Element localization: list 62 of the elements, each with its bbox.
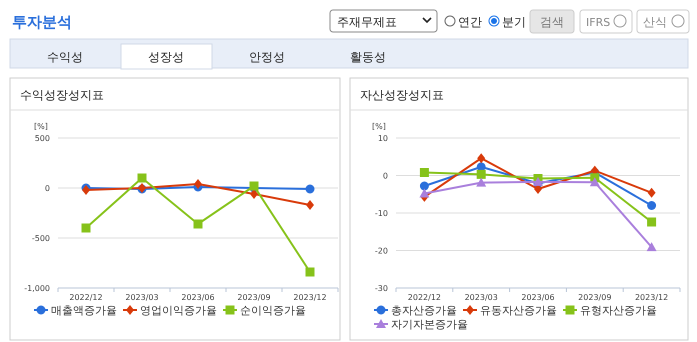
text: 검색 <box>540 15 564 29</box>
x-tick-label: 2023/09 <box>578 293 612 302</box>
point <box>477 153 486 164</box>
x-tick-label: 2023/12 <box>293 293 327 302</box>
point <box>476 170 486 179</box>
legend-label: 순이익증가율 <box>240 304 306 317</box>
text: 투자분석 <box>12 13 72 31</box>
y-tick-label: -500 <box>32 234 50 243</box>
point <box>648 188 656 198</box>
y-tick-label: -30 <box>374 284 388 293</box>
legend-label: 매출액증가율 <box>51 304 117 317</box>
y-tick-label: -10 <box>374 209 388 218</box>
point <box>476 178 486 187</box>
chart-title: 자산성장성지표 <box>360 88 444 102</box>
text: 성장성 <box>148 50 184 64</box>
legend-label: 총자산증가율 <box>391 304 457 317</box>
text: 수익성 <box>47 50 83 64</box>
text: 분기 <box>502 15 526 29</box>
point <box>420 182 429 190</box>
point <box>82 185 90 195</box>
x-tick-label: 2023/06 <box>521 293 555 302</box>
point <box>647 201 656 210</box>
y-axis-title: [%] <box>34 122 48 131</box>
y-tick-label: 0 <box>382 172 388 180</box>
point <box>306 184 314 194</box>
text: 연간 <box>458 15 482 29</box>
x-tick-label: 2023/03 <box>125 293 159 302</box>
text: 활동성 <box>350 50 386 64</box>
x-tick-label: 2022/12 <box>69 293 103 302</box>
point <box>306 200 314 210</box>
chart-title: 수익성장성지표 <box>20 88 104 102</box>
point <box>250 189 258 199</box>
text: 안정성 <box>249 50 285 64</box>
y-tick-label: -20 <box>374 246 388 256</box>
point <box>138 174 146 182</box>
y-tick-label: 10 <box>378 134 388 143</box>
y-axis-title: [%] <box>372 122 386 131</box>
legend-label: 영업이익증가율 <box>140 304 217 317</box>
x-tick-label: 2023/12 <box>634 293 668 302</box>
text: IFRS <box>586 16 610 29</box>
x-tick-label: 2023/09 <box>237 293 271 302</box>
point <box>82 224 90 232</box>
x-tick-label: 2023/06 <box>181 293 215 302</box>
y-tick-label: -1,000 <box>24 284 50 293</box>
legend-label: 유동자산증가율 <box>480 304 557 317</box>
point <box>590 177 600 186</box>
point <box>194 179 202 189</box>
point <box>419 188 430 198</box>
point <box>647 218 656 226</box>
legend-label: 유형자산증가율 <box>580 304 657 317</box>
point <box>194 220 202 228</box>
text: 산식 <box>643 15 667 29</box>
point <box>420 168 429 177</box>
text: 주재무제표 <box>337 15 397 29</box>
point <box>646 242 657 252</box>
point <box>306 268 314 276</box>
y-tick-label: 0 <box>44 184 50 193</box>
point <box>534 184 542 194</box>
legend-label: 자기자본증가율 <box>391 318 468 331</box>
x-tick-label: 2023/03 <box>464 293 498 302</box>
x-tick-label: 2022/12 <box>408 293 442 302</box>
y-tick-label: 500 <box>34 134 50 143</box>
